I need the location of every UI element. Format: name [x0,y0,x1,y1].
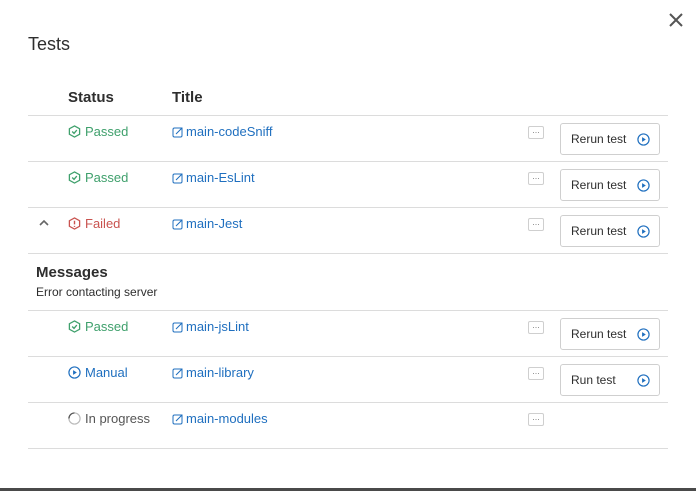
status-text: In progress [85,411,151,426]
messages-panel: Messages Error contacting server [28,254,668,311]
more-options-button[interactable]: ... [528,126,544,139]
test-title: main-jsLint [186,319,249,334]
run-test-button[interactable]: Run test [560,364,660,396]
play-circle-icon [637,327,650,341]
play-circle-icon [637,373,650,387]
table-row: Passed main-EsLint... Rerun test [28,162,668,208]
run-test-button[interactable]: Rerun test [560,215,660,247]
spinner-icon [68,412,81,425]
status-badge: Passed [68,124,128,139]
status-badge: Failed [68,216,120,231]
status-header: Status [68,89,114,106]
run-test-button[interactable]: Rerun test [560,123,660,155]
status-badge: Passed [68,170,128,185]
test-title-link[interactable]: main-EsLint [172,170,255,185]
table-header: Status Title [28,86,668,116]
bottom-bar [0,488,696,491]
external-link-icon [172,219,183,229]
messages-title: Messages [36,264,108,281]
status-text: Passed [85,124,129,139]
status-badge: Manual [68,365,128,380]
status-text: Manual [85,365,128,380]
close-icon[interactable] [666,10,686,30]
passed-icon [68,125,81,138]
play-circle-icon [637,132,650,146]
test-title-link[interactable]: main-Jest [172,216,242,231]
external-link-icon [172,127,183,137]
play-circle-icon [637,224,650,238]
more-options-button[interactable]: ... [528,367,544,380]
run-test-label: Run test [571,373,616,387]
external-link-icon [172,414,183,424]
status-text: Passed [85,170,129,185]
table-row: Manual main-library... Run test [28,357,668,403]
dialog-title: Tests [28,34,71,54]
status-text: Passed [85,319,129,334]
test-title-link[interactable]: main-modules [172,411,268,426]
status-badge: In progress [68,411,150,426]
more-options-button[interactable]: ... [528,218,544,231]
title-header: Title [172,89,203,106]
table-row: In progress main-modules... [28,403,668,449]
test-title: main-Jest [186,216,243,231]
status-badge: Passed [68,319,128,334]
test-title: main-modules [186,411,268,426]
more-options-button[interactable]: ... [528,413,544,426]
run-test-label: Rerun test [571,224,627,238]
test-title-link[interactable]: main-codeSniff [172,124,272,139]
more-options-button[interactable]: ... [528,172,544,185]
status-text: Failed [85,216,121,231]
run-test-label: Rerun test [571,132,627,146]
play-circle-icon [637,178,650,192]
external-link-icon [172,322,183,332]
table-row: Passed main-codeSniff... Rerun test [28,116,668,162]
table-row: Failed main-Jest... Rerun test [28,208,668,254]
tests-table: Status Title Passed main-codeSniff... Reru… [28,86,668,449]
passed-icon [68,320,81,333]
test-title: main-EsLint [186,170,255,185]
external-link-icon [172,173,183,183]
run-test-button[interactable]: Rerun test [560,318,660,350]
more-options-button[interactable]: ... [528,321,544,334]
table-row: Passed main-jsLint... Rerun test [28,311,668,357]
play-circle-icon [68,366,81,379]
messages-body: Error contacting server [36,285,158,299]
external-link-icon [172,368,183,378]
test-title: main-codeSniff [186,124,273,139]
run-test-button[interactable]: Rerun test [560,169,660,201]
run-test-label: Rerun test [571,178,627,192]
passed-icon [68,171,81,184]
failed-icon [68,217,81,230]
chevron-up-icon[interactable] [38,218,50,228]
run-test-label: Rerun test [571,327,627,341]
test-title: main-library [186,365,254,380]
test-title-link[interactable]: main-library [172,365,254,380]
test-title-link[interactable]: main-jsLint [172,319,249,334]
